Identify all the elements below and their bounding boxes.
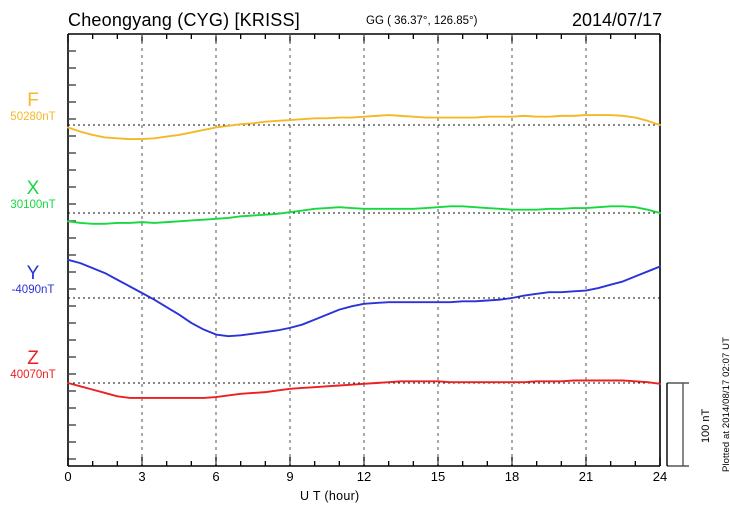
component-baseline-x: 30100nT (10, 199, 56, 211)
x-tick-18: 18 (504, 469, 520, 484)
x-tick-6: 6 (212, 469, 220, 484)
component-letter-y: Y (26, 263, 40, 284)
component-letter-f: F (27, 90, 39, 111)
component-baseline-z: 40070nT (10, 369, 56, 381)
x-tick-21: 21 (578, 469, 594, 484)
plot-timestamp: Plotted at 2014/08/17 02:07 UT (721, 336, 730, 472)
geographic-coordinates: GG ( 36.37°, 126.85°) (366, 15, 478, 27)
x-tick-24: 24 (652, 469, 668, 484)
component-label-y: Y -4090nT (0, 264, 66, 297)
x-tick-9: 9 (286, 469, 294, 484)
x-axis-title: U T (hour) (300, 489, 360, 503)
component-label-z: Z 40070nT (0, 349, 66, 382)
observation-date: 2014/07/17 (572, 10, 663, 30)
component-label-x: X 30100nT (0, 179, 66, 212)
station-title: Cheongyang (CYG) [KRISS] (68, 10, 300, 30)
component-letter-z: Z (27, 348, 39, 369)
component-baseline-f: 50280nT (10, 111, 56, 123)
x-tick-15: 15 (430, 469, 446, 484)
scalebar-label: 100 nT (700, 408, 712, 443)
x-tick-0: 0 (64, 469, 72, 484)
component-baseline-y: -4090nT (11, 284, 55, 296)
x-tick-3: 3 (138, 469, 146, 484)
x-tick-12: 12 (356, 469, 372, 484)
component-letter-x: X (26, 178, 40, 199)
component-label-f: F 50280nT (0, 91, 66, 124)
